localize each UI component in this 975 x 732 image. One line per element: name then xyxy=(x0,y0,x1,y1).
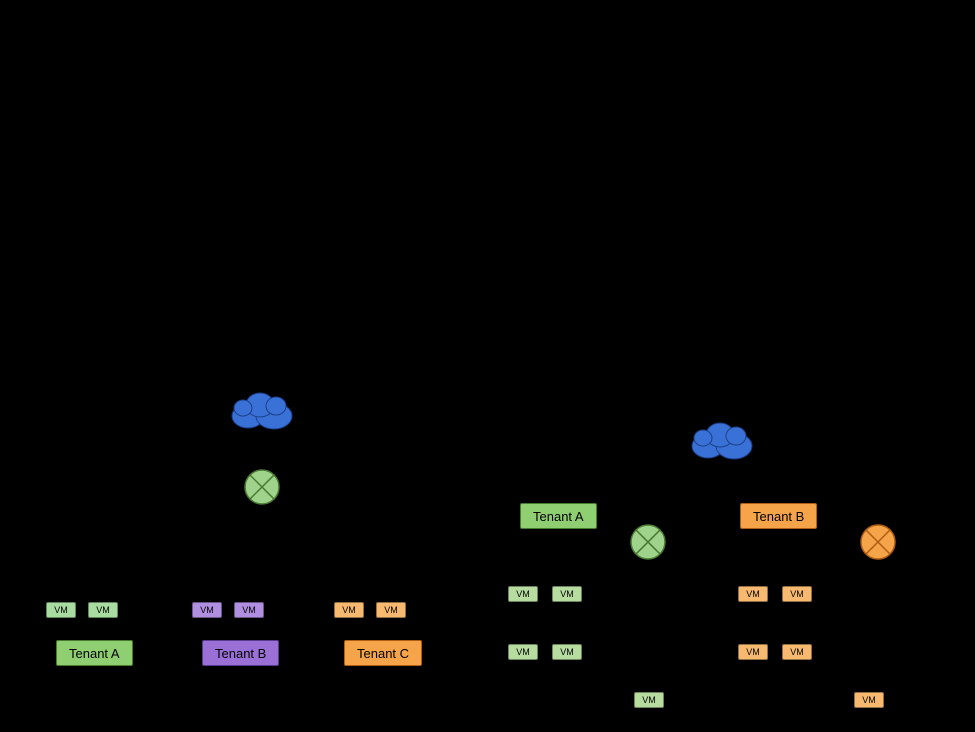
vm-box: VM xyxy=(634,692,664,708)
vm-box: VM xyxy=(854,692,884,708)
vm-box: VM xyxy=(552,644,582,660)
vm-box: VM xyxy=(46,602,76,618)
router-icon xyxy=(244,469,280,505)
diagram-stage: Tenant A Tenant B Tenant C VM VM VM VM VM VM Ten… xyxy=(0,0,975,732)
router-icon xyxy=(630,524,666,560)
vm-box: VM xyxy=(334,602,364,618)
vm-box: VM xyxy=(376,602,406,618)
router-icon xyxy=(860,524,896,560)
vm-box: VM xyxy=(738,586,768,602)
vm-box: VM xyxy=(508,586,538,602)
vm-box: VM xyxy=(552,586,582,602)
cloud-icon xyxy=(226,388,298,432)
vm-box: VM xyxy=(88,602,118,618)
vm-box: VM xyxy=(234,602,264,618)
vm-box: VM xyxy=(192,602,222,618)
tenant-label: Tenant B xyxy=(202,640,279,666)
vm-box: VM xyxy=(782,586,812,602)
vm-box: VM xyxy=(508,644,538,660)
vm-box: VM xyxy=(782,644,812,660)
tenant-label: Tenant C xyxy=(344,640,422,666)
cloud-icon xyxy=(686,418,758,462)
tenant-label: Tenant A xyxy=(520,503,597,529)
tenant-label: Tenant A xyxy=(56,640,133,666)
vm-box: VM xyxy=(738,644,768,660)
tenant-label: Tenant B xyxy=(740,503,817,529)
